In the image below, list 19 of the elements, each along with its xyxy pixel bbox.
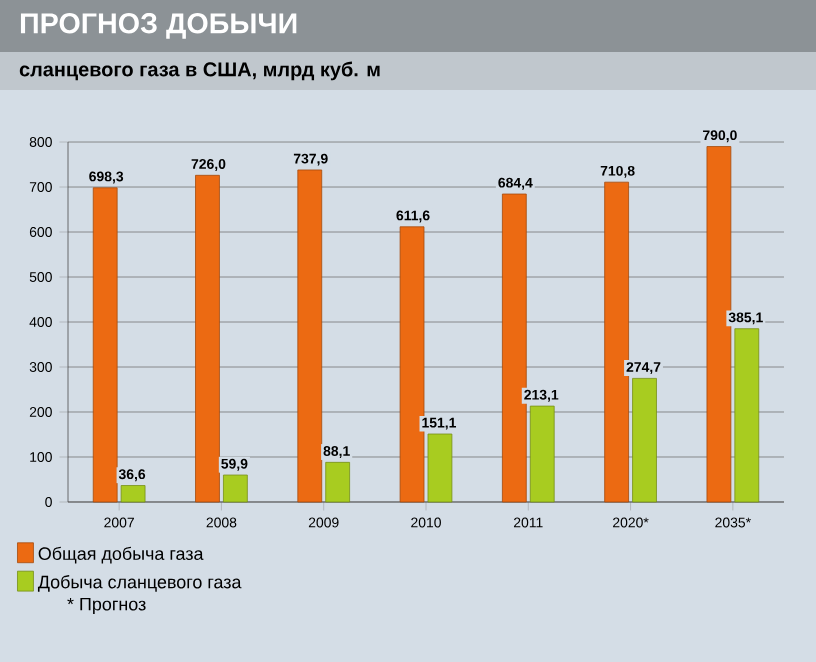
legend-label: Добыча сланцевого газа <box>37 575 242 592</box>
chart-title: ПРОГНОЗ ДОБЫЧИ <box>20 13 297 39</box>
bar <box>120 485 146 503</box>
bar <box>501 193 527 503</box>
bar <box>297 169 323 503</box>
bar <box>706 146 732 503</box>
chart-subtitle: сланцевого газа в США, млрд куб. м <box>19 61 380 81</box>
bar <box>223 474 248 503</box>
bar <box>734 328 760 503</box>
bar <box>195 174 220 503</box>
bar <box>399 226 425 503</box>
bar <box>632 377 657 503</box>
bar <box>427 433 453 503</box>
bar <box>529 405 555 503</box>
bar <box>92 187 118 503</box>
legend-label: Общая добыча газа <box>38 546 204 564</box>
text: * Прогноз <box>67 597 146 615</box>
bar <box>325 461 351 503</box>
bar <box>604 181 629 503</box>
